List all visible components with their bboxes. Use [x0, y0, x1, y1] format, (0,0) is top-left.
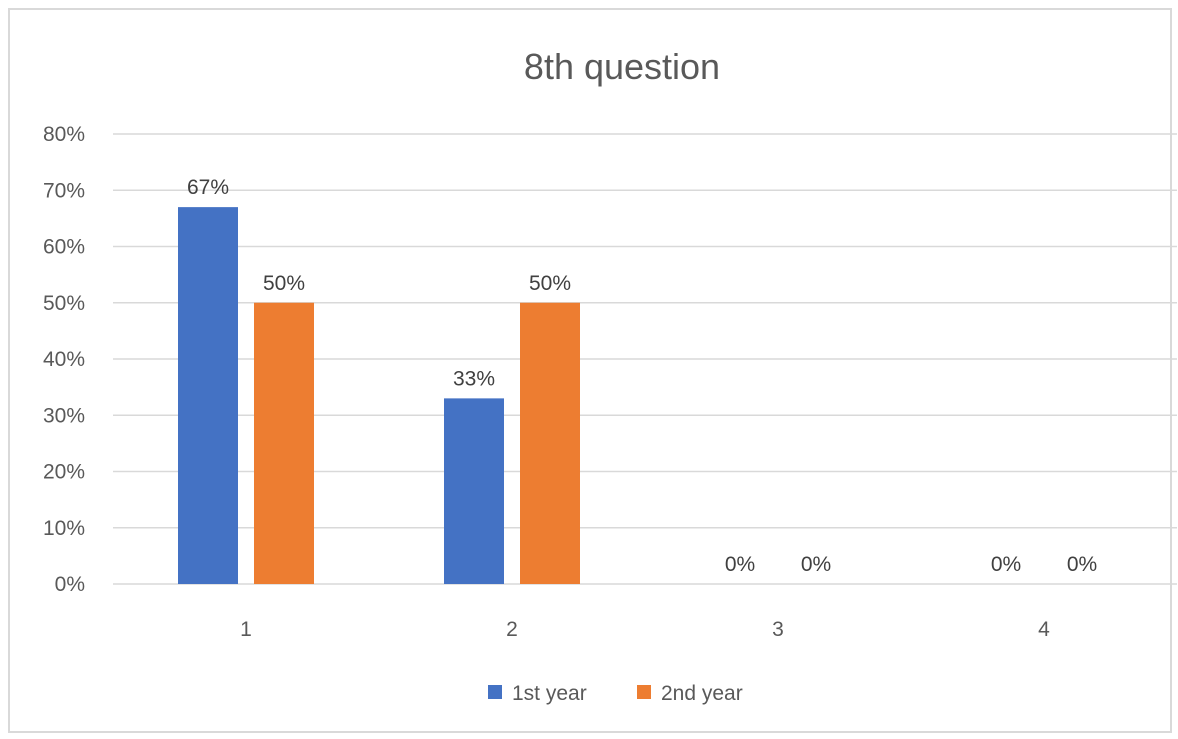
- legend-label: 1st year: [512, 682, 587, 705]
- bar: [444, 398, 504, 584]
- y-tick-label: 10%: [43, 517, 85, 540]
- bar: [520, 302, 580, 584]
- bars: [178, 207, 580, 584]
- y-axis-ticks: 0% 10% 20% 30% 40% 50% 60% 70% 80%: [43, 123, 85, 596]
- data-label: 50%: [263, 272, 305, 295]
- y-tick-label: 60%: [43, 236, 85, 259]
- y-tick-label: 30%: [43, 404, 85, 427]
- legend-swatch: [488, 685, 502, 699]
- data-label: 67%: [187, 176, 229, 199]
- y-tick-label: 50%: [43, 292, 85, 315]
- y-tick-label: 80%: [43, 123, 85, 146]
- legend: 1st year 2nd year: [488, 682, 743, 705]
- x-tick-label: 4: [1038, 618, 1050, 641]
- bar: [178, 207, 238, 584]
- data-label: 50%: [529, 272, 571, 295]
- data-label: 0%: [725, 553, 755, 576]
- legend-label: 2nd year: [661, 682, 743, 705]
- y-tick-label: 40%: [43, 348, 85, 371]
- y-tick-label: 0%: [55, 573, 85, 596]
- x-tick-label: 3: [772, 618, 784, 641]
- x-axis-ticks: 1 2 3 4: [240, 618, 1050, 641]
- data-label: 0%: [991, 553, 1021, 576]
- x-tick-label: 1: [240, 618, 252, 641]
- y-tick-label: 70%: [43, 179, 85, 202]
- data-label: 0%: [801, 553, 831, 576]
- data-label: 33%: [453, 367, 495, 390]
- data-label: 0%: [1067, 553, 1097, 576]
- legend-swatch: [637, 685, 651, 699]
- y-tick-label: 20%: [43, 461, 85, 484]
- data-labels: 67% 50% 33% 50% 0% 0% 0% 0%: [187, 176, 1097, 576]
- bar: [254, 302, 314, 584]
- x-tick-label: 2: [506, 618, 518, 641]
- chart-title: 8th question: [524, 46, 720, 87]
